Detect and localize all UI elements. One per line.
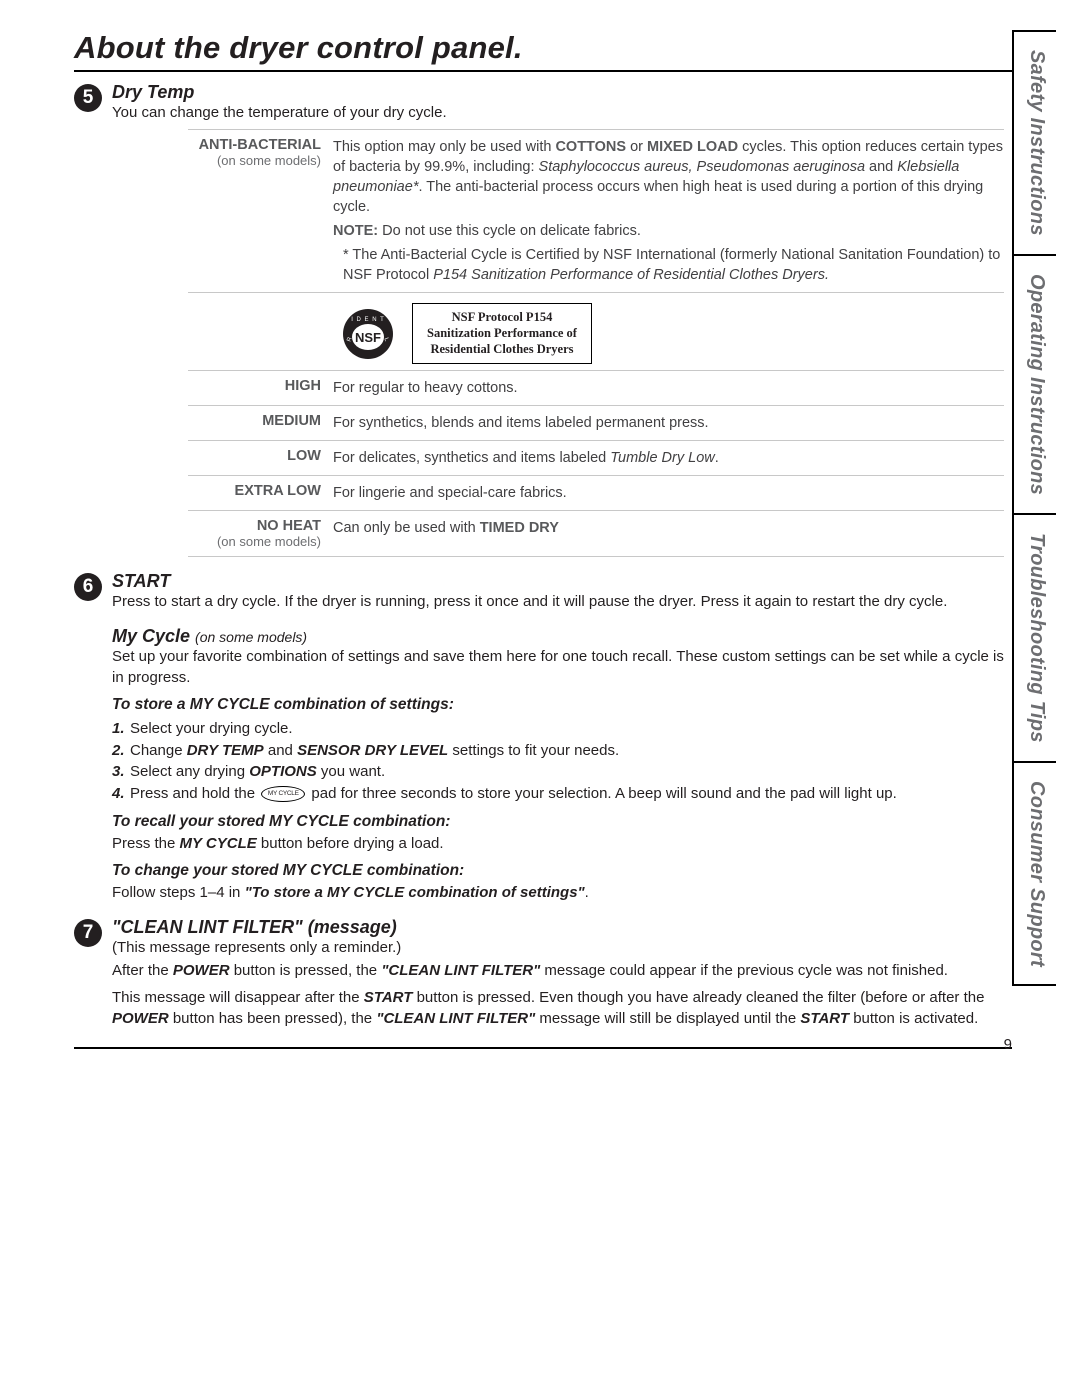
mycycle-lead: Set up your favorite combination of sett… — [112, 647, 1004, 688]
tab-safety: Safety Instructions — [1012, 30, 1056, 256]
anti-bacterial-label: ANTI-BACTERIAL (on some models) — [188, 137, 333, 168]
tab-consumer: Consumer Support — [1012, 763, 1056, 987]
step-6-badge: 6 — [74, 573, 102, 601]
svg-text:I D E N T: I D E N T — [351, 317, 385, 323]
dry-temp-title: Dry Temp — [112, 82, 1004, 103]
step-5-badge: 5 — [74, 84, 102, 112]
low-label: LOW — [188, 448, 333, 468]
extra-low-label: EXTRA LOW — [188, 483, 333, 503]
nsf-protocol-box: NSF Protocol P154 Sanitization Performan… — [412, 303, 592, 364]
high-label: HIGH — [188, 378, 333, 398]
page-number: 9 — [1004, 1036, 1012, 1053]
clean-lint-p2: This message will disappear after the ST… — [112, 987, 1004, 1029]
nsf-badge-icon: I D E N T NSF R L — [342, 308, 394, 360]
low-desc: For delicates, synthetics and items labe… — [333, 448, 1004, 468]
recall-text: Press the MY CYCLE button before drying … — [112, 833, 1004, 854]
high-desc: For regular to heavy cottons. — [333, 378, 1004, 398]
bottom-rule — [74, 1047, 1012, 1049]
step-7-badge: 7 — [74, 919, 102, 947]
no-heat-desc: Can only be used with TIMED DRY — [333, 518, 1004, 549]
clean-lint-sub: (This message represents only a reminder… — [112, 938, 1004, 958]
store-steps: 1.Select your drying cycle. 2.Change DRY… — [112, 718, 1004, 805]
extra-low-desc: For lingerie and special-care fabrics. — [333, 483, 1004, 503]
start-lead: Press to start a dry cycle. If the dryer… — [112, 592, 1004, 612]
medium-desc: For synthetics, blends and items labeled… — [333, 413, 1004, 433]
change-text: Follow steps 1–4 in "To store a MY CYCLE… — [112, 882, 1004, 903]
mycycle-title: My Cycle — [112, 626, 195, 646]
clean-lint-title: "CLEAN LINT FILTER" (message) — [112, 917, 1004, 938]
tab-operating: Operating Instructions — [1012, 256, 1056, 515]
store-heading: To store a MY CYCLE combination of setti… — [112, 696, 1004, 714]
medium-label: MEDIUM — [188, 413, 333, 433]
page-title: About the dryer control panel. — [74, 30, 1012, 72]
side-tabs: Safety Instructions Operating Instructio… — [1012, 30, 1056, 986]
no-heat-label: NO HEAT (on some models) — [188, 518, 333, 549]
clean-lint-p1: After the POWER button is pressed, the "… — [112, 960, 1004, 981]
anti-bacterial-desc: This option may only be used with COTTON… — [333, 137, 1004, 285]
dry-temp-lead: You can change the temperature of your d… — [112, 103, 1004, 123]
change-heading: To change your stored MY CYCLE combinati… — [112, 862, 1004, 880]
mycycle-pad-icon: MY CYCLE — [261, 786, 305, 802]
svg-text:NSF: NSF — [355, 330, 381, 345]
recall-heading: To recall your stored MY CYCLE combinati… — [112, 813, 1004, 831]
start-title: START — [112, 571, 1004, 592]
mycycle-note: (on some models) — [195, 629, 307, 645]
tab-troubleshooting: Troubleshooting Tips — [1012, 515, 1056, 763]
